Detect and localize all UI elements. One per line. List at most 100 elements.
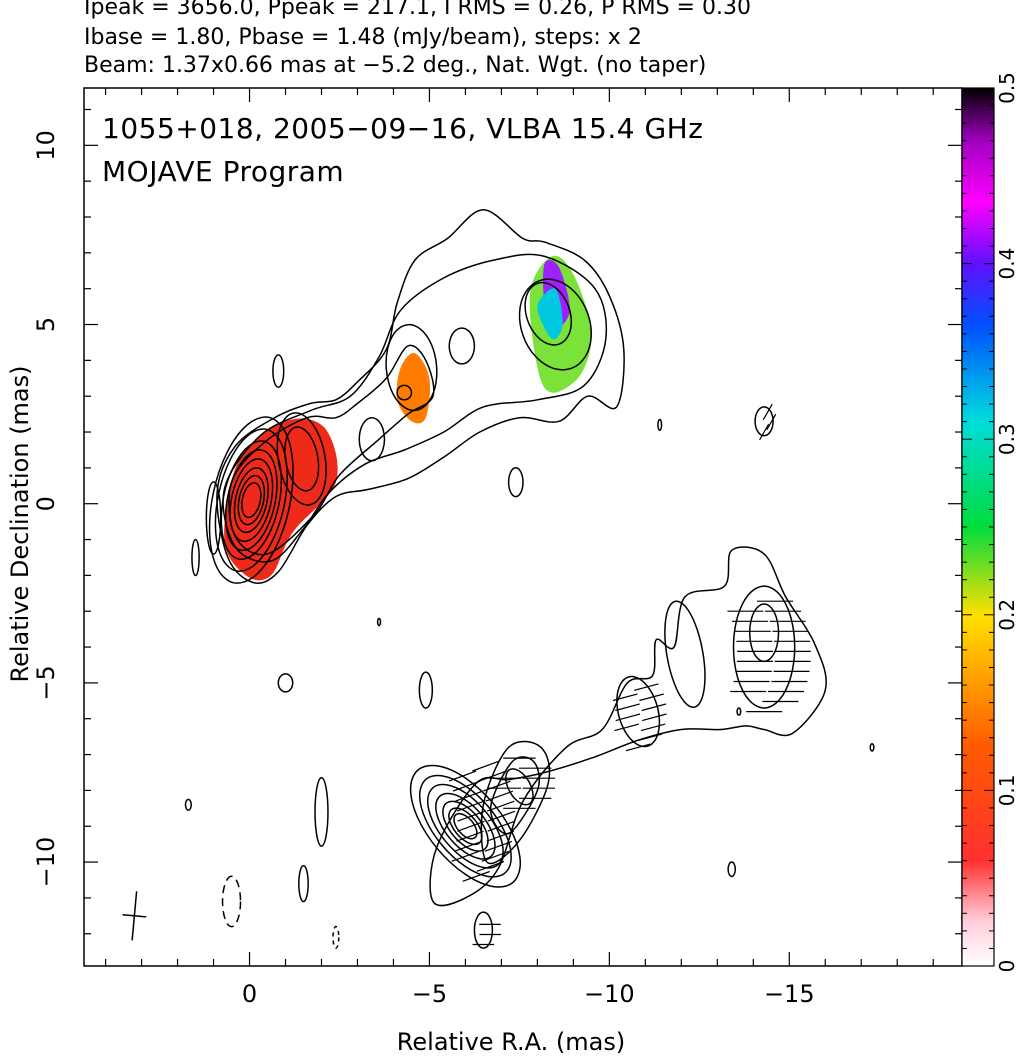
- contour-island: [314, 776, 329, 847]
- intensity-contour: [208, 416, 294, 584]
- polarization-vector-layer: [448, 403, 811, 946]
- y-axis-label: Relative Declination (mas): [6, 365, 34, 683]
- intensity-contour: [442, 800, 489, 852]
- intensity-contour: [228, 344, 435, 556]
- intensity-contour: [216, 209, 625, 584]
- intensity-contour: [429, 546, 827, 907]
- colorbar-ticks: 0 0.1 0.2 0.3 0.4 0.5: [962, 72, 1019, 972]
- contour-island: [272, 354, 285, 389]
- evpa-vector: [612, 693, 638, 702]
- frac-pol-region: [224, 418, 338, 581]
- intensity-contour: [524, 281, 573, 346]
- intensity-contour: [220, 440, 283, 560]
- evpa-vector: [614, 723, 640, 732]
- contour-island: [736, 707, 742, 716]
- evpa-vector: [637, 733, 663, 742]
- x-tick-label: −10: [584, 980, 635, 1008]
- evpa-vector: [486, 800, 515, 812]
- intensity-contour: [518, 278, 593, 371]
- evpa-vector: [451, 850, 479, 862]
- evpa-vector: [454, 840, 482, 852]
- intensity-contour: [214, 428, 288, 572]
- evpa-vector: [615, 713, 641, 722]
- beam-minor-axis: [122, 914, 147, 918]
- header-line-3: Beam: 1.37x0.66 mas at −5.2 deg., Nat. W…: [84, 53, 707, 78]
- contour-island: [727, 861, 737, 878]
- evpa-vector: [759, 423, 770, 441]
- evpa-vector: [462, 870, 490, 882]
- intensity-contour: [233, 467, 269, 534]
- colorbar-tick-label: 0.3: [995, 423, 1019, 455]
- intensity-contour: [748, 603, 780, 663]
- intensity-contour: [418, 774, 512, 878]
- fractional-polarization-layer: [224, 255, 592, 581]
- intensity-contour: [237, 474, 266, 526]
- evpa-vector: [641, 703, 667, 712]
- intensity-contour: [229, 458, 274, 543]
- evpa-vector: [483, 780, 511, 792]
- evpa-vector: [448, 770, 477, 782]
- intensity-contour: [505, 768, 534, 806]
- evpa-vector: [762, 403, 773, 421]
- header-line-2: Ibase = 1.80, Pbase = 1.48 (mJy/beam), s…: [84, 25, 642, 50]
- y-tick-label: −5: [32, 665, 60, 700]
- evpa-vector: [484, 840, 513, 852]
- contour-island: [473, 911, 494, 949]
- evpa-vector: [487, 820, 515, 832]
- intensity-contour: [358, 416, 386, 462]
- intensity-contour: [241, 482, 262, 519]
- colorbar-tick-label: 0.2: [995, 599, 1019, 631]
- evpa-vector: [456, 800, 485, 812]
- evpa-vector: [639, 693, 664, 702]
- x-tick-label: −5: [412, 980, 447, 1008]
- colorbar-tick-label: 0.1: [995, 774, 1019, 806]
- intensity-contour: [448, 327, 476, 365]
- evpa-vector: [640, 723, 666, 732]
- intensity-contour: [480, 740, 551, 865]
- x-tick-label: −15: [764, 980, 815, 1008]
- x-tick-label: 0: [242, 980, 257, 1008]
- contour-island: [191, 538, 200, 577]
- contour-layer: [184, 209, 875, 949]
- intensity-contour: [385, 323, 438, 412]
- y-tick-label: 0: [32, 496, 60, 511]
- contour-island: [418, 671, 434, 709]
- contour-island: [396, 384, 413, 401]
- evpa-vector: [476, 860, 505, 872]
- intensity-contour: [224, 449, 278, 552]
- intensity-contour: [426, 783, 504, 869]
- evpa-vector: [486, 830, 515, 842]
- evpa-vector: [472, 760, 500, 772]
- negative-contour: [332, 925, 340, 949]
- evpa-vector: [615, 703, 640, 712]
- intensity-contour: [732, 585, 796, 709]
- contour-island: [184, 798, 192, 811]
- contour-island: [869, 743, 875, 752]
- intensity-contour: [664, 600, 706, 709]
- contour-island: [657, 418, 663, 432]
- evpa-vector: [625, 743, 651, 752]
- axis-layer: 0 −5 −10 −15 −10 −5 0 5 10: [32, 88, 962, 1008]
- evpa-vector: [452, 780, 481, 792]
- chart-subtitle: MOJAVE Program: [102, 155, 345, 188]
- evpa-vector: [485, 790, 514, 802]
- evpa-vector: [481, 850, 510, 862]
- header-line-1: Ipeak = 3656.0, Ppeak = 217.1, I RMS = 0…: [84, 0, 751, 20]
- evpa-vector: [457, 820, 485, 832]
- contour-island: [298, 864, 309, 903]
- evpa-vector: [456, 830, 484, 842]
- evpa-vector: [641, 713, 667, 722]
- colorbar-tick-label: 0: [995, 960, 1019, 973]
- y-tick-label: −10: [32, 837, 60, 888]
- intensity-contour: [453, 812, 478, 840]
- negative-contour: [221, 875, 242, 928]
- colorbar-tick-label: 0.4: [995, 248, 1019, 280]
- colorbar: [961, 87, 995, 967]
- y-tick-label: 10: [32, 130, 60, 161]
- evpa-vector: [633, 683, 659, 691]
- frac-pol-region: [537, 288, 563, 340]
- intensity-contour: [409, 764, 522, 888]
- frac-pol-region: [396, 352, 431, 424]
- evpa-vector: [457, 810, 485, 822]
